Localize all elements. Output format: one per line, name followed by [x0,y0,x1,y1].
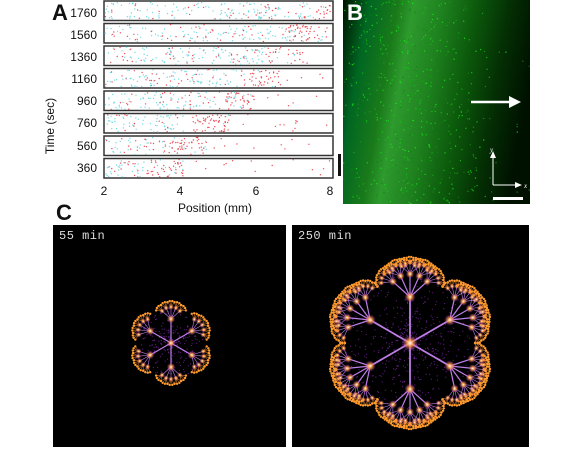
time-label-left: 55 min [59,229,106,243]
kymograph-strip [103,135,334,157]
panel-b-label: B [347,0,363,25]
kymograph-strip [103,112,334,134]
kymograph-strip [103,22,334,44]
y-tick-1560: 1560 [70,28,97,42]
y-tick-360: 360 [76,161,97,175]
kymograph-plot [103,0,334,179]
axis-y-label: y [489,146,494,154]
x-tick-6: 6 [252,184,260,198]
time-label-right: 250 min [298,229,352,243]
x-arrow-icon [515,182,522,188]
panel-b-overlay: y x [471,96,528,200]
noise-layer [343,0,530,204]
y-tick-1160: 1160 [71,72,97,86]
fluorescence-image: y x [343,0,530,204]
direction-arrow-icon [509,96,521,108]
axis-x-label: x [523,182,528,190]
scale-bar [338,154,341,176]
kymograph-strip [103,45,334,67]
x-axis-title: Position (mm) [178,201,253,215]
colony-image-late: 250 min [292,225,529,447]
y-tick-1360: 1360 [70,50,97,64]
panel-c-label: C [56,200,72,225]
kymograph-strip [103,0,334,22]
y-tick-960: 960 [76,94,97,108]
colony-image-early: 55 min [53,225,286,447]
kymograph-strip [103,90,334,112]
x-tick-2: 2 [100,184,108,198]
colony-late-drawing [328,255,492,431]
scale-bar-b [493,197,523,200]
x-tick-8: 8 [326,184,334,198]
y-tick-1760: 1760 [70,6,97,20]
y-arrow-icon [490,151,496,158]
x-tick-4: 4 [176,184,184,198]
colony-early-drawing [131,299,211,387]
kymograph-strip [103,157,334,179]
y-tick-760: 760 [76,116,97,130]
y-tick-560: 560 [76,139,97,153]
panel-a-label: A [52,0,68,25]
kymograph-strip [103,67,334,89]
